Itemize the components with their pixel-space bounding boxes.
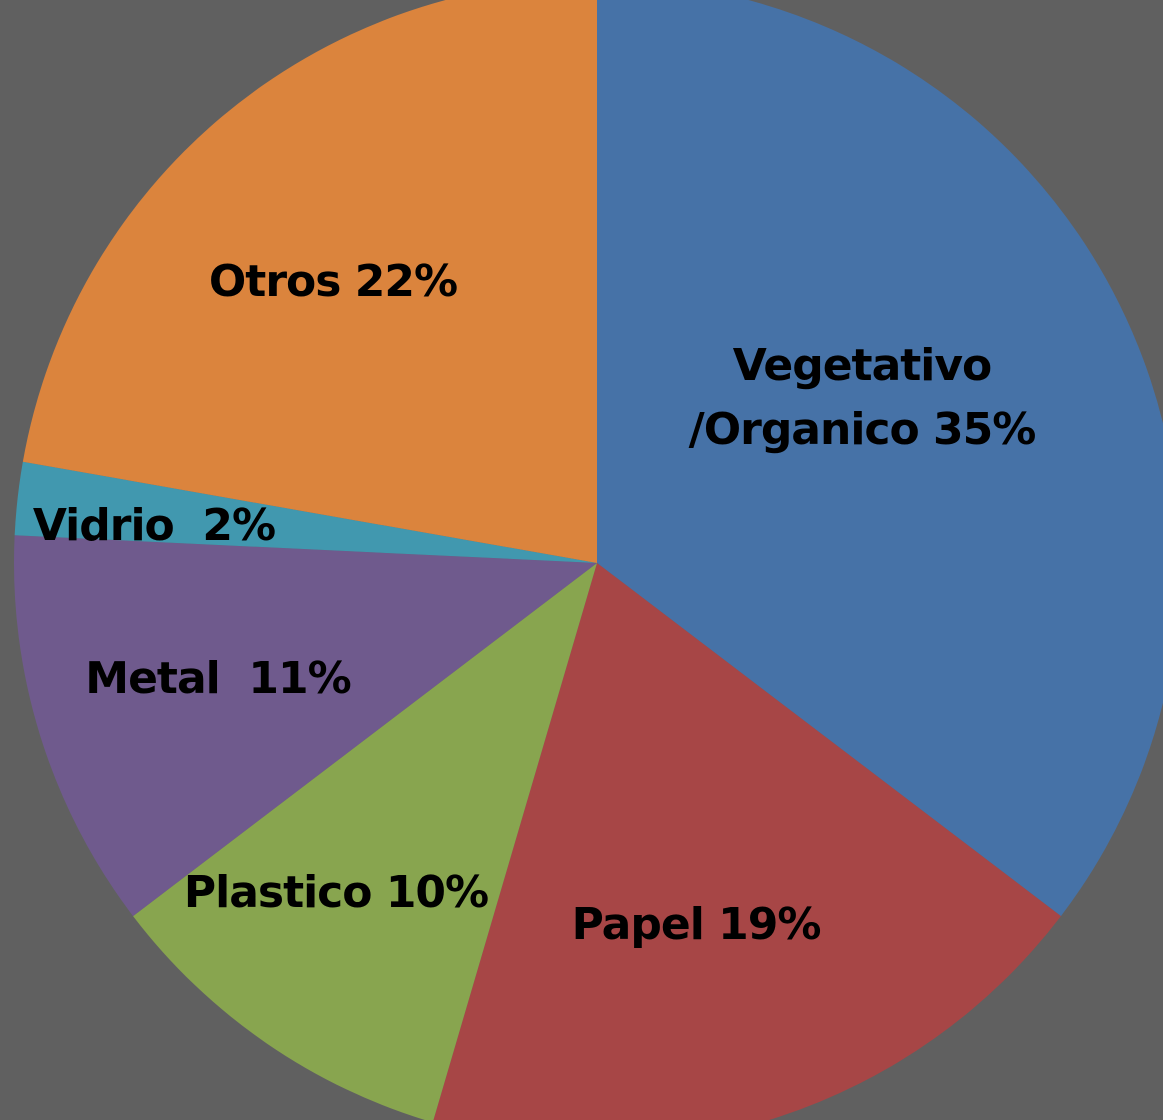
pie-label-metal: Metal 11% bbox=[85, 653, 350, 704]
pie-slice-metal bbox=[13, 535, 598, 917]
pie-label-vidrio: Vidrio 2% bbox=[33, 500, 275, 551]
pie-label-line: Otros 22% bbox=[209, 256, 457, 307]
pie-label-line: Papel 19% bbox=[572, 899, 821, 950]
pie-slice-otros bbox=[22, 0, 597, 563]
pie-slice-papel bbox=[433, 563, 1061, 1120]
pie-label-otros: Otros 22% bbox=[209, 256, 457, 307]
pie-label-line: Vegetativo bbox=[733, 340, 992, 391]
pie-label-vegetativo-organico: Vegetativo/Organico 35% bbox=[689, 340, 1036, 455]
pie-label-plastico: Plastico 10% bbox=[184, 867, 488, 918]
pie-label-line: /Organico 35% bbox=[689, 404, 1036, 455]
pie-label-line: Vidrio 2% bbox=[33, 500, 275, 551]
pie-label-line: Plastico 10% bbox=[184, 867, 488, 918]
labels-layer: Vegetativo/Organico 35% Papel 19% Plastico… bbox=[33, 256, 1036, 950]
pie-slice-plastico bbox=[133, 563, 597, 1120]
pie-label-papel: Papel 19% bbox=[572, 899, 821, 950]
slices-layer bbox=[13, 0, 1163, 1120]
pie-label-line: Metal 11% bbox=[85, 653, 350, 704]
pie-slice-vegetativo-organico bbox=[597, 0, 1163, 917]
pie-slice-vidrio bbox=[14, 461, 598, 563]
